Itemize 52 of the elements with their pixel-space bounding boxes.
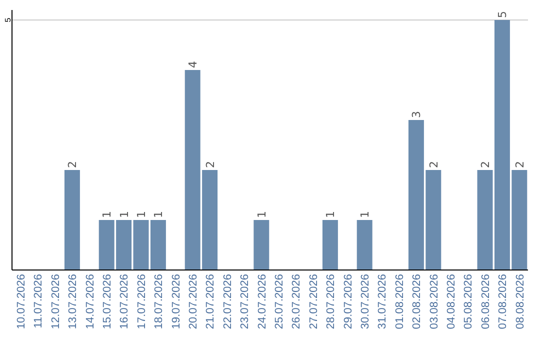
- x-tick-label: 07.08.2026: [497, 274, 510, 330]
- x-tick-label: 11.07.2026: [32, 274, 45, 328]
- x-tick-label: 14.07.2026: [84, 274, 96, 330]
- x-tick-label: 01.08.2026: [394, 274, 406, 330]
- data-label: 1: [100, 211, 114, 218]
- data-label: 2: [513, 161, 526, 168]
- data-label: 1: [358, 211, 372, 218]
- data-label: 4: [186, 61, 200, 68]
- data-label: 1: [255, 211, 268, 218]
- bar: [322, 220, 338, 270]
- bar: [254, 220, 270, 270]
- bar: [150, 220, 166, 270]
- x-tick-label: 22.07.2026: [222, 274, 234, 330]
- x-tick-label: 10.07.2026: [15, 274, 28, 330]
- x-tick-label: 29.07.2026: [342, 274, 354, 330]
- x-tick-label: 25.07.2026: [273, 274, 286, 330]
- x-tick-label: 04.08.2026: [445, 274, 458, 330]
- x-tick-label: 21.07.2026: [204, 274, 217, 330]
- bar: [356, 220, 372, 270]
- x-tick-label: 27.07.2026: [308, 274, 320, 330]
- x-tick-label: 28.07.2026: [325, 274, 338, 330]
- bar: [477, 170, 493, 270]
- x-tick-label: 17.07.2026: [136, 274, 148, 330]
- x-tick-label: 13.07.2026: [67, 274, 80, 330]
- x-tick-label: 05.08.2026: [462, 274, 475, 330]
- bar: [64, 170, 80, 270]
- x-tick-label: 16.07.2026: [118, 274, 131, 330]
- data-label: 2: [479, 161, 492, 168]
- x-tick-label: 31.07.2026: [376, 274, 389, 330]
- x-tick-label: 15.07.2026: [101, 274, 114, 330]
- data-label: 5: [496, 11, 510, 18]
- data-label: 1: [135, 211, 148, 218]
- x-tick-label: 19.07.2026: [170, 274, 182, 330]
- data-label: 3: [410, 111, 424, 118]
- data-label: 1: [118, 211, 131, 218]
- data-label: 2: [66, 161, 80, 168]
- x-tick-label: 20.07.2026: [187, 274, 200, 330]
- data-label: 1: [324, 211, 338, 218]
- data-label: 2: [204, 161, 217, 168]
- x-tick-label: 02.08.2026: [411, 274, 424, 330]
- x-tick-label: 06.08.2026: [480, 274, 492, 330]
- data-label: 1: [152, 211, 166, 218]
- x-tick-label: 24.07.2026: [256, 274, 268, 330]
- x-tick-label: 18.07.2026: [153, 274, 166, 330]
- x-tick-label: 08.08.2026: [514, 274, 526, 330]
- x-tick-label: 03.08.2026: [428, 274, 440, 330]
- bar: [133, 220, 149, 270]
- x-tick-label: 30.07.2026: [359, 274, 372, 330]
- x-tick-label: 23.07.2026: [239, 274, 252, 330]
- x-tick-label: 12.07.2026: [50, 274, 62, 330]
- data-label: 2: [427, 161, 440, 168]
- x-tick-label: 26.07.2026: [290, 274, 303, 330]
